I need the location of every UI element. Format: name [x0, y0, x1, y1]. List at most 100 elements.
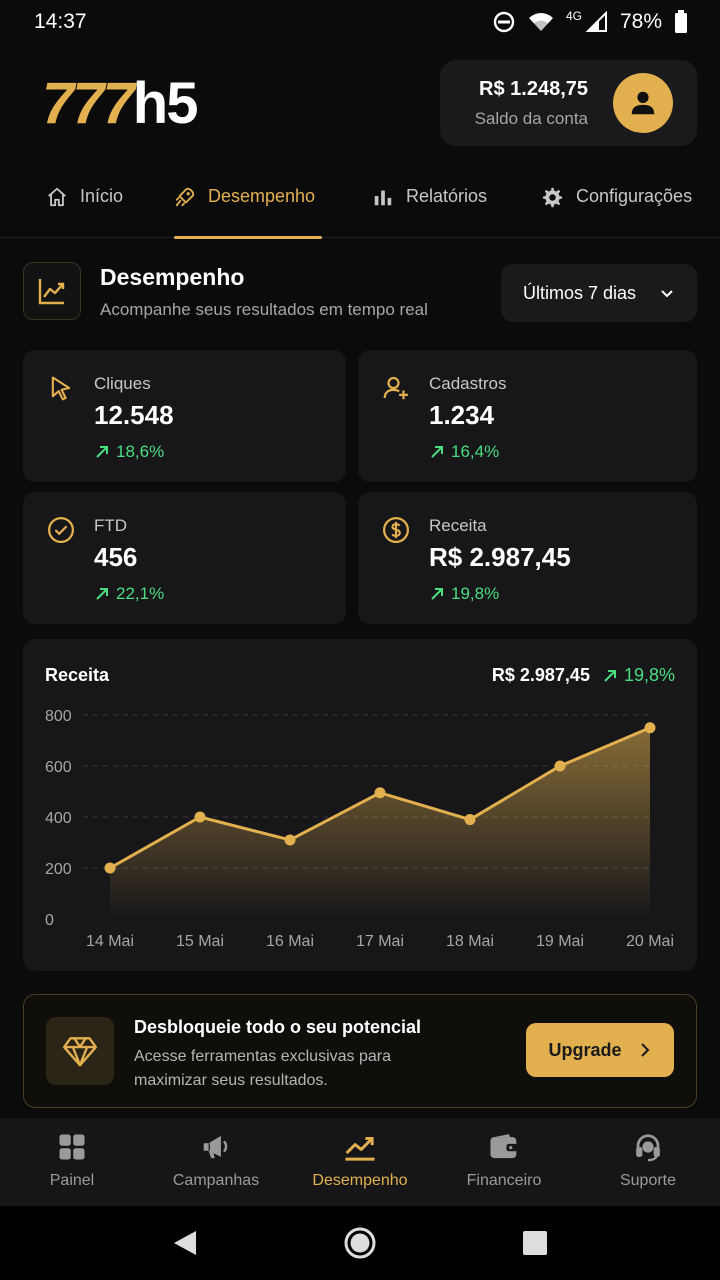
stat-label: Cliques [94, 374, 151, 393]
nav-campanhas[interactable]: Campanhas [144, 1118, 288, 1206]
data-point[interactable] [644, 722, 656, 734]
network-type: 4G [565, 9, 582, 23]
stat-value: 456 [94, 542, 138, 572]
signal-icon [585, 11, 607, 32]
data-point[interactable] [284, 834, 296, 846]
account-balance-card[interactable]: R$ 1.248,75 Saldo da conta [440, 60, 697, 146]
data-point[interactable] [104, 862, 116, 874]
bottom-nav: Painel Campanhas Desempenho Financeiro S… [0, 1118, 720, 1206]
stat-card-cliques[interactable]: Cliques 12.548 18,6% [23, 350, 346, 482]
stat-delta: 18,6% [94, 442, 164, 462]
chevron-right-icon [640, 1043, 649, 1057]
chart-title: Receita [45, 665, 110, 685]
stat-value: 1.234 [429, 400, 495, 430]
date-range-select[interactable]: Últimos 7 dias [501, 264, 697, 322]
balance-label: Saldo da conta [474, 108, 588, 128]
stat-delta-value: 19,8% [451, 584, 500, 603]
y-tick-label: 0 [45, 912, 54, 929]
nav-financeiro[interactable]: Financeiro [432, 1118, 576, 1206]
upgrade-banner: Desbloqueie todo o seu potencial Acesse … [23, 994, 697, 1108]
stat-card-ftd[interactable]: FTD 456 22,1% [23, 492, 346, 624]
revenue-chart-card: 0 200 400 600 800 14 Mai 15 Mai 16 Mai 17 Mai 18… [23, 639, 697, 971]
series-area [110, 727, 650, 919]
x-tick-label: 15 Mai [176, 933, 224, 950]
home-icon [48, 187, 66, 207]
stat-delta-value: 22,1% [116, 584, 165, 603]
cursor-icon [45, 372, 77, 404]
headset-icon [636, 1134, 660, 1162]
nav-label: Suporte [619, 1172, 677, 1189]
nav-painel[interactable]: Painel [0, 1118, 144, 1206]
data-point[interactable] [464, 814, 476, 826]
status-icons: 4G 78% [492, 9, 688, 34]
avatar[interactable] [613, 73, 673, 133]
user-plus-icon [380, 372, 412, 404]
stat-card-cadastros[interactable]: Cadastros 1.234 16,4% [358, 350, 697, 482]
stat-delta: 22,1% [94, 584, 164, 604]
stat-delta-value: 16,4% [451, 442, 500, 461]
nav-label: Painel [49, 1172, 95, 1189]
trend-chart-icon [38, 279, 65, 305]
section-header: Desempenho Acompanhe seus resultados em … [23, 262, 697, 324]
stat-label: Receita [429, 516, 487, 535]
chart-summary: R$ 2.987,45 19,8% [492, 665, 675, 686]
wallet-icon [490, 1134, 518, 1159]
upgrade-button[interactable]: Upgrade [526, 1023, 674, 1077]
tab-label: Desempenho [208, 186, 316, 206]
y-tick-label: 600 [45, 759, 72, 776]
stat-delta: 16,4% [429, 442, 499, 462]
user-icon [631, 91, 655, 115]
stat-label: Cadastros [429, 374, 507, 393]
stat-card-receita[interactable]: Receita R$ 2.987,45 19,8% [358, 492, 697, 624]
tab-label: Relatórios [406, 186, 488, 206]
data-point[interactable] [554, 760, 566, 772]
home-button-icon[interactable] [343, 1226, 377, 1260]
grid-icon [59, 1134, 85, 1160]
y-tick-label: 800 [45, 708, 72, 725]
battery-percent: 78% [619, 10, 662, 33]
upgrade-title: Desbloqueie todo o seu potencial [134, 1017, 422, 1037]
tab-inicio[interactable]: Início [46, 170, 123, 238]
upgrade-button-label: Upgrade [548, 1039, 622, 1060]
megaphone-icon [203, 1135, 228, 1159]
back-icon[interactable] [172, 1229, 198, 1257]
page-title: Desempenho [100, 264, 245, 290]
nav-desempenho[interactable]: Desempenho [288, 1118, 432, 1206]
chart-delta: 19,8% [602, 665, 675, 686]
stat-value: 12.548 [94, 400, 174, 430]
dollar-circle-icon [380, 514, 412, 546]
status-time: 14:37 [34, 10, 87, 33]
page-subtitle: Acompanhe seus resultados em tempo real [100, 300, 428, 319]
tab-configuracoes[interactable]: Configurações [541, 170, 692, 238]
arrow-up-right-icon [96, 446, 108, 458]
nav-label: Financeiro [466, 1172, 542, 1189]
system-nav-bar [0, 1206, 720, 1280]
data-point[interactable] [194, 811, 206, 823]
check-circle-icon [45, 514, 77, 546]
arrow-up-right-icon [604, 669, 616, 682]
stat-value: R$ 2.987,45 [429, 542, 571, 572]
tab-relatorios[interactable]: Relatórios [372, 170, 487, 238]
trend-icon [345, 1137, 375, 1161]
data-point[interactable] [374, 787, 386, 799]
app-header: 777h5 R$ 1.248,75 Saldo da conta [0, 60, 720, 146]
x-tick-label: 14 Mai [86, 933, 134, 950]
tab-desempenho[interactable]: Desempenho [174, 170, 322, 239]
date-range-label: Últimos 7 dias [523, 282, 637, 303]
recents-icon[interactable] [522, 1230, 548, 1256]
arrow-up-right-icon [431, 588, 443, 600]
brand-logo[interactable]: 777h5 [42, 74, 198, 134]
x-tick-label: 17 Mai [356, 933, 404, 950]
nav-suporte[interactable]: Suporte [576, 1118, 720, 1206]
y-tick-label: 400 [45, 810, 72, 827]
section-icon-box [23, 262, 81, 320]
balance-text: R$ 1.248,75 Saldo da conta [472, 78, 588, 129]
chart-delta-value: 19,8% [623, 665, 675, 685]
tab-label: Início [80, 186, 124, 206]
upgrade-description: Acesse ferramentas exclusivas para maxim… [134, 1048, 391, 1089]
top-tabs: Início Desempenho Relatórios Configuraçõ… [0, 170, 720, 239]
x-tick-label: 18 Mai [446, 933, 494, 950]
diamond-icon [46, 1017, 114, 1085]
nav-label: Campanhas [172, 1172, 260, 1189]
bar-chart-icon [374, 190, 392, 206]
